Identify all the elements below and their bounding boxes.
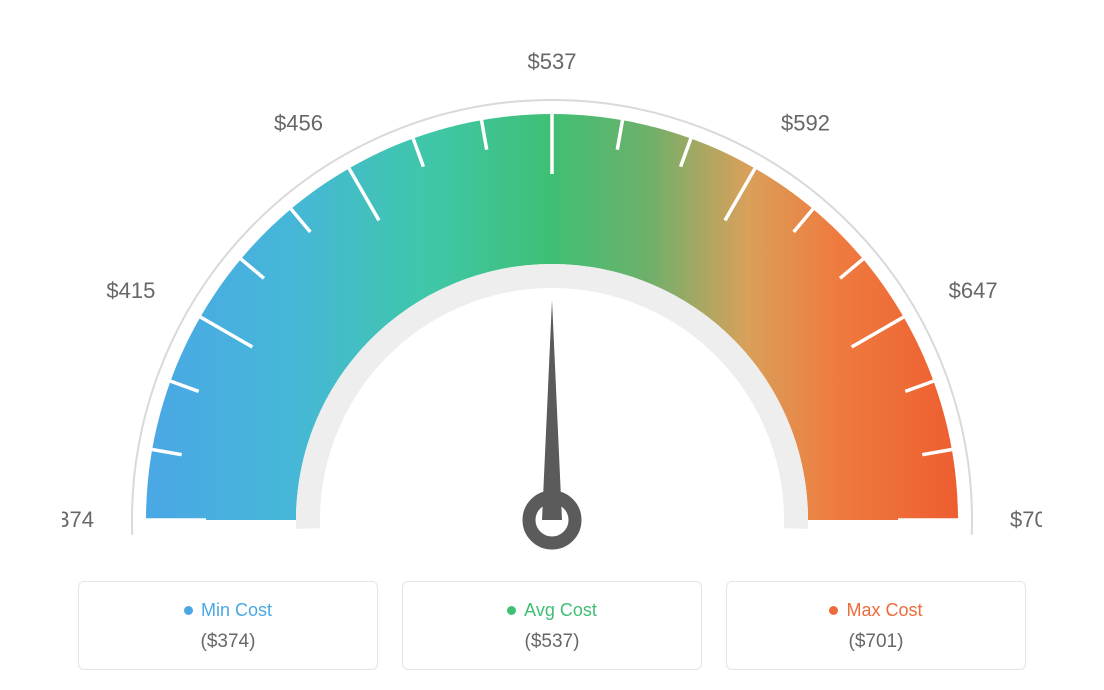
legend-value-max: ($701) — [737, 631, 1015, 653]
legend-card-max: Max Cost ($701) — [726, 581, 1026, 670]
gauge-chart: $374 $415 $456 $537 $592 $647 $701 — [62, 10, 1042, 555]
legend-title-max: Max Cost — [846, 600, 922, 621]
legend-dot-max — [829, 606, 838, 615]
legend-card-avg: Avg Cost ($537) — [402, 581, 702, 670]
legend-row: Min Cost ($374) Avg Cost ($537) Max Cost… — [78, 581, 1026, 670]
legend-title-min: Min Cost — [201, 600, 272, 621]
svg-text:$537: $537 — [528, 49, 577, 74]
legend-title-avg: Avg Cost — [524, 600, 597, 621]
svg-text:$456: $456 — [274, 110, 323, 135]
legend-value-avg: ($537) — [413, 631, 691, 653]
legend-dot-avg — [507, 606, 516, 615]
svg-text:$647: $647 — [949, 278, 998, 303]
legend-dot-min — [184, 606, 193, 615]
svg-text:$415: $415 — [106, 278, 155, 303]
legend-value-min: ($374) — [89, 631, 367, 653]
legend-card-min: Min Cost ($374) — [78, 581, 378, 670]
svg-text:$374: $374 — [62, 507, 94, 532]
gauge-svg: $374 $415 $456 $537 $592 $647 $701 — [62, 10, 1042, 550]
svg-text:$592: $592 — [781, 110, 830, 135]
svg-text:$701: $701 — [1010, 507, 1042, 532]
